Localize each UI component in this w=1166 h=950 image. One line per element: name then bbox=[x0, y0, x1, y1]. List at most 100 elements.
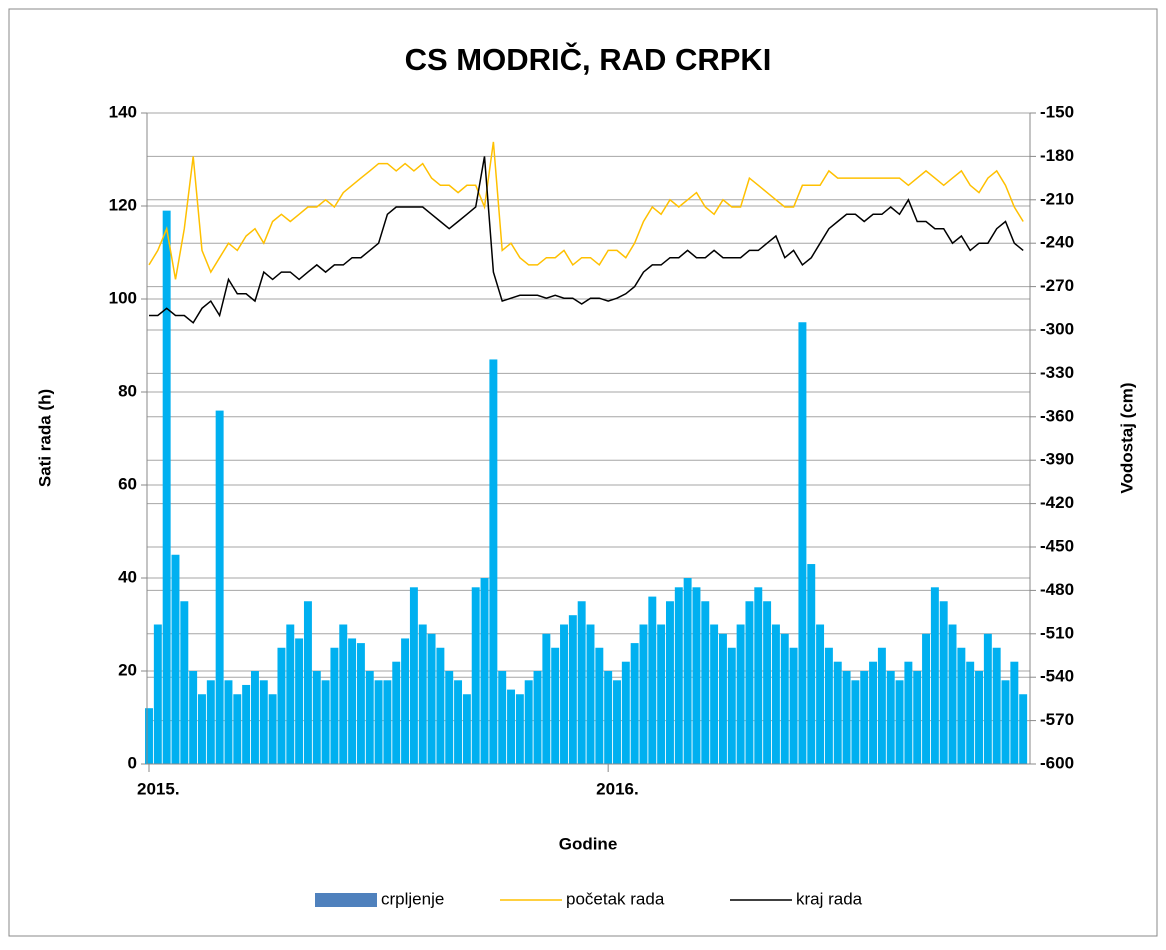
bar bbox=[1019, 694, 1028, 764]
bar bbox=[295, 638, 304, 764]
legend-label: crpljenje bbox=[381, 889, 444, 908]
bar bbox=[1010, 661, 1019, 764]
bar bbox=[162, 210, 171, 764]
bar bbox=[153, 624, 162, 764]
bar bbox=[145, 708, 153, 764]
y2-tick-label: -150 bbox=[1040, 102, 1074, 121]
y2-tick-label: -600 bbox=[1040, 753, 1074, 772]
bar bbox=[171, 554, 180, 764]
bar bbox=[975, 671, 983, 764]
bar bbox=[321, 680, 330, 764]
bar bbox=[533, 671, 542, 764]
line-series bbox=[149, 156, 1024, 324]
bar bbox=[930, 587, 939, 764]
bar bbox=[180, 601, 189, 764]
bar bbox=[507, 689, 516, 764]
bar bbox=[639, 624, 648, 764]
bar bbox=[348, 638, 357, 764]
bar bbox=[948, 624, 957, 764]
bar bbox=[189, 671, 198, 764]
bar bbox=[401, 638, 410, 764]
y2-tick-label: -480 bbox=[1040, 580, 1074, 599]
y-tick-label: 140 bbox=[109, 102, 137, 121]
bar bbox=[798, 322, 807, 764]
bar bbox=[471, 587, 480, 764]
y-tick-label: 40 bbox=[118, 567, 137, 586]
y-tick-label: 60 bbox=[118, 474, 137, 493]
bar bbox=[966, 661, 975, 764]
bar bbox=[356, 643, 365, 764]
x-tick-label: 2015. bbox=[137, 779, 180, 798]
bar bbox=[613, 680, 621, 764]
bar bbox=[427, 633, 436, 764]
bar bbox=[913, 671, 922, 764]
bar bbox=[807, 564, 816, 764]
bar bbox=[198, 694, 206, 764]
bar bbox=[286, 624, 295, 764]
y2-tick-label: -210 bbox=[1040, 189, 1074, 208]
bar bbox=[736, 624, 745, 764]
bar bbox=[727, 647, 736, 764]
bar bbox=[657, 624, 666, 764]
bar bbox=[701, 601, 710, 764]
bar bbox=[365, 671, 374, 764]
bar bbox=[436, 647, 445, 764]
bar bbox=[259, 680, 268, 764]
bar bbox=[339, 624, 348, 764]
bar bbox=[250, 671, 259, 764]
bar bbox=[480, 578, 489, 764]
bar bbox=[904, 661, 913, 764]
legend-label: početak rada bbox=[566, 889, 665, 908]
bar bbox=[498, 671, 507, 764]
bar bbox=[489, 359, 498, 764]
bar bbox=[418, 624, 427, 764]
bar bbox=[648, 596, 657, 764]
bar bbox=[824, 647, 833, 764]
bar bbox=[922, 633, 931, 764]
bar bbox=[895, 680, 904, 764]
bar bbox=[542, 633, 551, 764]
y2-axis-title: Vodostaj (cm) bbox=[1117, 382, 1136, 493]
bar bbox=[233, 694, 242, 764]
y-tick-label: 120 bbox=[109, 195, 137, 214]
x-tick-label: 2016. bbox=[596, 779, 639, 798]
bar bbox=[771, 624, 780, 764]
bar bbox=[515, 694, 524, 764]
bar bbox=[877, 647, 886, 764]
y2-tick-label: -390 bbox=[1040, 450, 1074, 469]
legend-label: kraj rada bbox=[796, 889, 863, 908]
bar bbox=[277, 647, 286, 764]
bar bbox=[992, 647, 1001, 764]
legend-swatch bbox=[315, 893, 377, 907]
bar bbox=[957, 647, 966, 764]
y-tick-label: 100 bbox=[109, 288, 137, 307]
bar bbox=[462, 694, 471, 764]
line-series bbox=[148, 141, 1024, 280]
bar bbox=[683, 578, 692, 764]
bar bbox=[665, 601, 674, 764]
y2-tick-label: -420 bbox=[1040, 493, 1074, 512]
y2-tick-label: -180 bbox=[1040, 146, 1074, 165]
bar bbox=[374, 680, 383, 764]
bar bbox=[595, 647, 604, 764]
bar bbox=[983, 633, 992, 764]
y2-tick-label: -450 bbox=[1040, 536, 1074, 555]
bar bbox=[383, 680, 392, 764]
bar bbox=[206, 680, 215, 764]
bar bbox=[445, 671, 454, 764]
bar bbox=[454, 680, 463, 764]
bar bbox=[833, 661, 842, 764]
bar bbox=[560, 624, 568, 764]
bar bbox=[604, 671, 613, 764]
bar bbox=[816, 624, 825, 764]
bar bbox=[224, 680, 233, 764]
bar bbox=[1001, 680, 1010, 764]
bar bbox=[215, 410, 224, 764]
bar bbox=[886, 671, 895, 764]
y-tick-label: 0 bbox=[128, 753, 137, 772]
bar bbox=[842, 671, 851, 764]
bar bbox=[330, 647, 339, 764]
bar bbox=[710, 624, 719, 764]
bar bbox=[303, 601, 312, 764]
